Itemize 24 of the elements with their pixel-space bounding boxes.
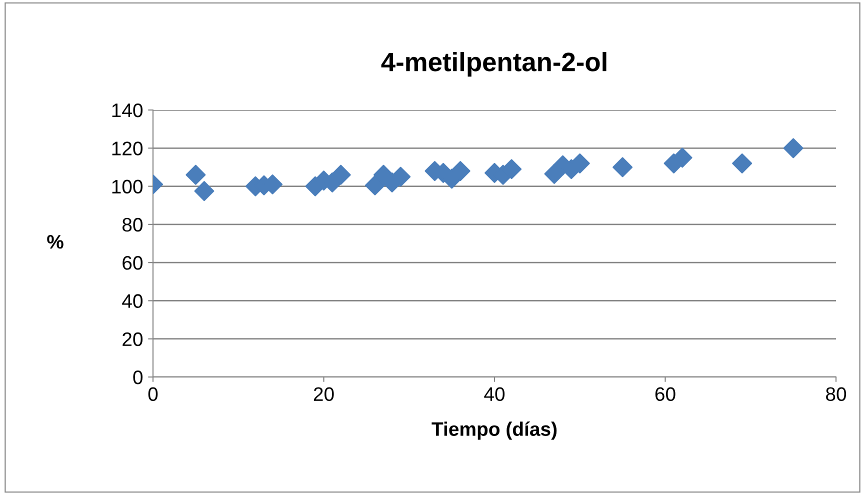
x-axis-title: Tiempo (días) <box>432 422 557 440</box>
y-tick-label: 120 <box>112 142 143 156</box>
y-tick-label: 140 <box>112 103 143 118</box>
chart-title: 4-metilpentan-2-ol <box>381 52 606 77</box>
y-tick-label: 40 <box>122 294 143 308</box>
point <box>612 157 633 178</box>
x-tick-label: 0 <box>148 387 158 402</box>
y-tick-label: 0 <box>133 370 143 384</box>
x-tick-label: 60 <box>655 387 676 402</box>
point <box>186 164 206 185</box>
y-axis-title: % <box>47 235 64 249</box>
y-tick-label: 60 <box>122 256 143 270</box>
point <box>194 181 214 202</box>
y-tick-label: 100 <box>112 180 143 194</box>
point <box>330 164 351 185</box>
point <box>732 153 752 174</box>
y-tick-label: 80 <box>122 218 143 232</box>
point <box>783 138 804 158</box>
y-tick-label: 20 <box>122 332 143 346</box>
x-tick-label: 40 <box>484 387 505 402</box>
point <box>364 175 385 196</box>
x-tick-label: 20 <box>314 387 334 402</box>
x-tick-label: 80 <box>826 387 846 402</box>
point <box>450 161 470 182</box>
